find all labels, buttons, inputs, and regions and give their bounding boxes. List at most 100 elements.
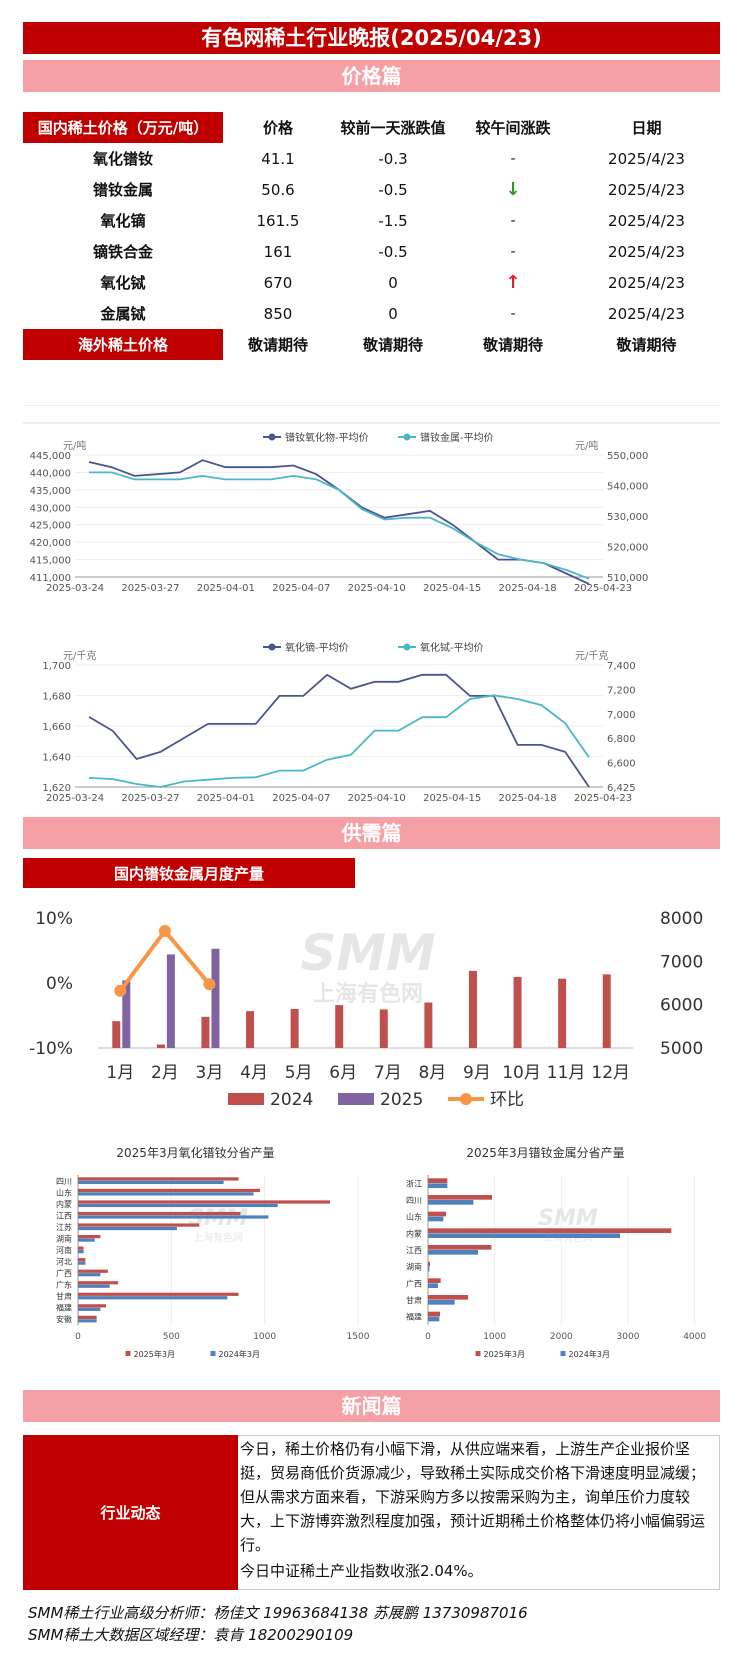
footer-analysts: SMM稀土行业高级分析师：杨佳文 19963684138 苏展鹏 1373098… [28,1604,528,1622]
category-label: 10月 [502,1063,541,1083]
legend-marker [268,643,276,651]
change-value: -0.3 [378,149,408,168]
x-tick-label: 2025-04-01 [197,583,255,594]
bar-2025 [428,1278,441,1283]
bar-2024 [379,1009,388,1048]
noon-change: ↓ [505,179,521,200]
overseas-c1: 敬请期待 [247,336,308,354]
category-label: 河南 [56,1245,72,1255]
mom-point [114,984,127,997]
category-label: 内蒙 [406,1228,422,1238]
price-row: 氧化铽 670 0 ↑ 2025/4/23 [23,267,720,298]
right-tick-label: 550,000 [607,451,648,462]
overseas-c2: 敬请期待 [362,336,423,354]
category-label: 福建 [56,1303,72,1313]
category-label: 广西 [56,1268,72,1278]
category-label: 9月 [463,1063,491,1083]
legend-label: 环比 [490,1090,524,1110]
bar-2025 [428,1195,492,1200]
bar-2025 [428,1245,492,1250]
x-tick-label: 1500 [347,1332,370,1342]
left-tick-label: 10% [35,909,73,929]
price-row: 金属铽 850 0 - 2025/4/23 [23,298,720,329]
x-tick-label: 2025-03-27 [121,793,179,804]
right-tick-label: 5000 [660,1039,703,1059]
bar-2025 [78,1177,239,1181]
news-paragraph-1: 今日，稀土价格仍有小幅下滑，从供应端来看，上游生产企业报价坚挺，贸易商低价货源减… [240,1440,706,1554]
price-row: 氧化镝 161.5 -1.5 - 2025/4/23 [23,205,720,236]
change-value: 0 [388,304,398,323]
bar-2025 [78,1235,101,1239]
bar-2025 [428,1261,430,1267]
left-tick-label: 445,000 [30,451,71,462]
category-label: 广东 [56,1280,72,1290]
x-tick-label: 2025-04-15 [423,793,481,804]
bar-2024 [335,1005,344,1048]
x-tick-label: 2025-04-10 [348,793,406,804]
x-tick-label: 2025-03-24 [46,793,104,804]
bar-2025 [78,1223,200,1227]
right-tick-label: 6,600 [607,759,636,770]
x-tick-label: 3000 [617,1332,640,1342]
price-value: 41.1 [261,149,295,168]
legend-label: 2024 [270,1090,313,1110]
legend-label: 氧化镝-平均价 [285,641,349,654]
header-change: 较前一天涨跌值 [340,119,446,137]
right-tick-label: 510,000 [607,573,648,584]
bar-2024 [513,976,522,1048]
bar-2024 [112,1021,121,1048]
change-value: -0.5 [378,180,408,199]
right-tick-label: 6,800 [607,734,636,745]
bar-2024 [78,1192,254,1196]
bar-2025 [78,1246,84,1250]
bar-2025 [211,948,220,1048]
change-value: 0 [388,273,398,292]
category-label: 湖南 [56,1233,72,1243]
x-tick-label: 2025-04-15 [423,583,481,594]
noon-change: ↑ [505,272,521,293]
left-tick-label: 420,000 [30,538,71,549]
legend-label: 镨钕金属-平均价 [420,431,494,444]
bar-2025 [78,1188,260,1193]
legend-marker [403,643,411,651]
bar-2025 [78,1304,106,1308]
category-label: 内蒙 [56,1199,72,1209]
right-tick-label: 7,200 [607,685,636,696]
right-tick-label: 7,400 [607,661,636,672]
price-value: 50.6 [261,180,295,199]
left-tick-label: 1,700 [42,661,71,672]
category-label: 7月 [374,1063,402,1083]
noon-change: - [510,212,516,229]
change-value: -0.5 [378,242,408,261]
header-date: 日期 [631,119,662,137]
x-tick-label: 0 [425,1332,431,1342]
bar-2024 [156,1044,165,1048]
price-value: 161.5 [256,211,300,230]
category-label: 广西 [406,1278,422,1288]
x-tick-label: 2025-04-23 [574,583,632,594]
category-label: 江西 [56,1211,72,1220]
category-label: 福建 [406,1312,422,1322]
price-row: 镝铁合金 161 -0.5 - 2025/4/23 [23,236,720,267]
left-tick-label: 1,680 [42,692,71,703]
bar-2025 [78,1292,239,1296]
news-text: 今日，稀土价格仍有小幅下滑，从供应端来看，上游生产企业报价坚挺，贸易商低价货源减… [240,1437,718,1585]
right-tick-label: 8000 [660,909,703,929]
bar-2025 [78,1211,241,1216]
legend-marker [403,433,411,441]
category-label: 安徽 [56,1314,72,1324]
series-line [89,471,590,580]
header-price: 价格 [262,119,293,137]
right-tick-label: 530,000 [607,512,648,523]
bar-2024 [428,1266,430,1272]
category-label: 5月 [285,1063,313,1083]
x-tick-label: 4000 [683,1332,706,1342]
bar-2024 [428,1183,448,1188]
x-tick-label: 2025-04-10 [348,583,406,594]
bar-2024 [428,1316,440,1322]
bar-2025 [78,1200,330,1204]
x-tick-label: 2025-04-18 [499,583,557,594]
bar-2024 [424,1002,433,1048]
